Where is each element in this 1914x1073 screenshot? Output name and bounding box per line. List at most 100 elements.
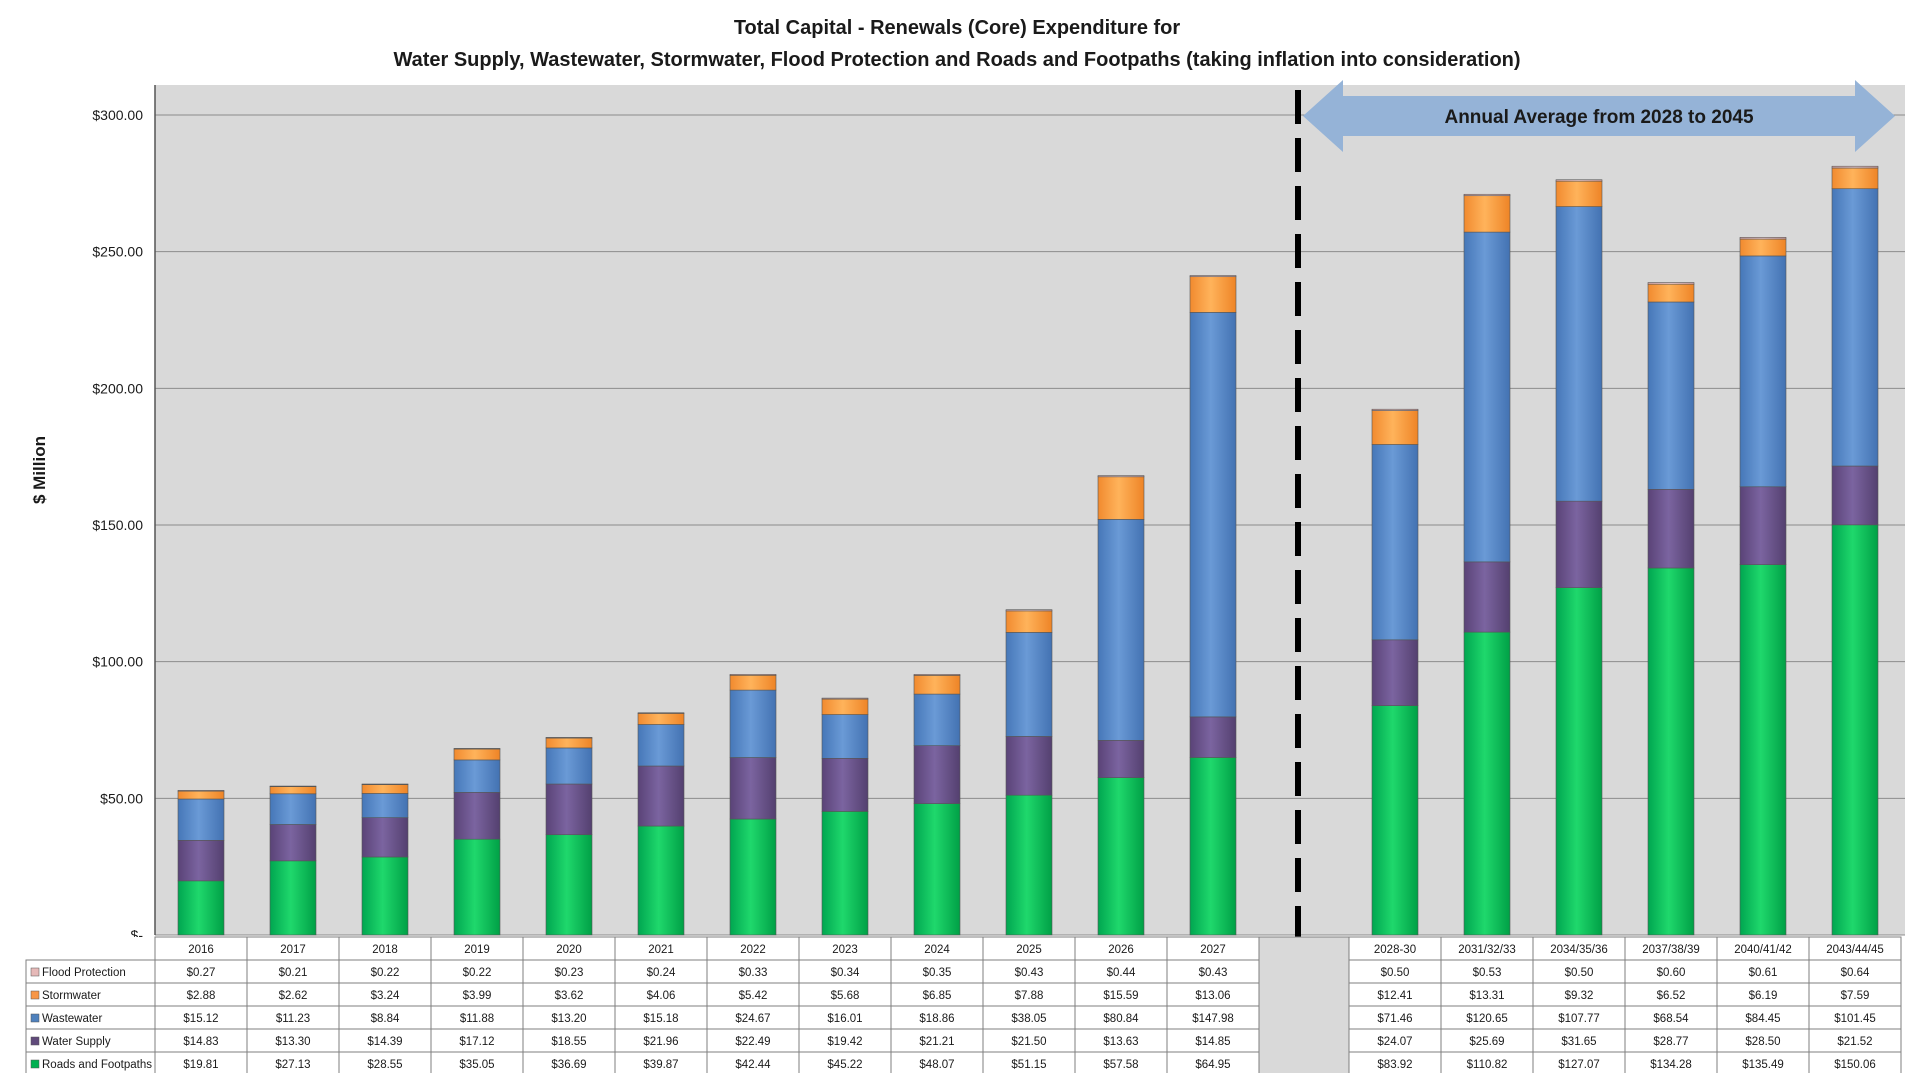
- bar-wastewater-2025: [1005, 632, 1053, 737]
- bar-roads-and-footpaths-2025: [1005, 794, 1053, 936]
- legend-swatch-stormwater: [30, 990, 40, 1000]
- legend-swatch-roads-and-footpaths: [30, 1059, 40, 1069]
- data-label-stormwater-2028-30: $12.41: [1377, 990, 1412, 1002]
- x-tick-label: 2043/44/45: [1826, 944, 1884, 956]
- bar-flood-protection-2024: [913, 674, 961, 676]
- bar-wastewater-2040-41-42: [1739, 255, 1787, 488]
- data-label-stormwater-2016: $2.88: [187, 990, 216, 1002]
- y-tick-label: $150.00: [92, 517, 143, 533]
- bar-wastewater-2026: [1097, 519, 1145, 741]
- data-label-water-supply-2025: $21.50: [1011, 1036, 1046, 1048]
- x-tick-label: 2021: [648, 944, 674, 956]
- legend-label-stormwater: Stormwater: [42, 990, 101, 1002]
- bar-flood-protection-2037-38-39: [1647, 282, 1695, 285]
- data-label-flood-protection-2024: $0.35: [923, 967, 952, 979]
- bar-water-supply-2016: [177, 840, 225, 882]
- data-label-wastewater-2026: $80.84: [1103, 1013, 1139, 1025]
- bar-flood-protection-2017: [269, 785, 317, 787]
- data-label-wastewater-2016: $15.12: [183, 1013, 218, 1025]
- bar-water-supply-2019: [453, 792, 501, 840]
- bar-flood-protection-2043-44-45: [1831, 165, 1879, 169]
- data-label-water-supply-2027: $14.85: [1195, 1036, 1230, 1048]
- data-label-roads-and-footpaths-2028-30: $83.92: [1377, 1059, 1412, 1071]
- bar-roads-and-footpaths-2021: [637, 825, 685, 936]
- bar-flood-protection-2020: [545, 737, 593, 739]
- table-cell: [1808, 1051, 1902, 1073]
- bar-stormwater-2018: [361, 784, 409, 794]
- x-tick-label: 2019: [464, 944, 490, 956]
- data-label-water-supply-2021: $21.96: [643, 1036, 678, 1048]
- data-label-flood-protection-2020: $0.23: [555, 967, 584, 979]
- bar-wastewater-2037-38-39: [1647, 301, 1695, 490]
- data-label-stormwater-2023: $5.68: [831, 990, 860, 1002]
- bar-wastewater-2023: [821, 714, 869, 759]
- bar-water-supply-2024: [913, 745, 961, 804]
- data-label-wastewater-2027: $147.98: [1192, 1013, 1234, 1025]
- bar-stormwater-2023: [821, 698, 869, 715]
- data-label-flood-protection-2025: $0.43: [1015, 967, 1044, 979]
- x-tick-label: 2031/32/33: [1458, 944, 1516, 956]
- bar-flood-protection-2016: [177, 790, 225, 792]
- bar-water-supply-2026: [1097, 740, 1145, 778]
- bar-stormwater-2037-38-39: [1647, 283, 1695, 303]
- bar-stormwater-2021: [637, 713, 685, 725]
- data-label-roads-and-footpaths-2021: $39.87: [643, 1059, 678, 1071]
- bar-stormwater-2028-30: [1371, 410, 1419, 445]
- data-label-stormwater-2034-35-36: $9.32: [1565, 990, 1594, 1002]
- bar-stormwater-2026: [1097, 476, 1145, 520]
- data-label-water-supply-2023: $19.42: [827, 1036, 862, 1048]
- data-label-water-supply-2018: $14.39: [367, 1036, 402, 1048]
- bar-stormwater-2034-35-36: [1555, 180, 1603, 207]
- bar-wastewater-2024: [913, 693, 961, 746]
- data-label-stormwater-2031-32-33: $13.31: [1469, 990, 1504, 1002]
- data-label-stormwater-2024: $6.85: [923, 990, 952, 1002]
- y-tick-label: $250.00: [92, 244, 143, 260]
- bar-roads-and-footpaths-2016: [177, 880, 225, 936]
- data-label-flood-protection-2028-30: $0.50: [1381, 967, 1410, 979]
- data-label-stormwater-2020: $3.62: [555, 990, 584, 1002]
- bar-water-supply-2025: [1005, 736, 1053, 796]
- bar-stormwater-2022: [729, 674, 777, 691]
- data-label-stormwater-2027: $13.06: [1195, 990, 1230, 1002]
- data-label-water-supply-2020: $18.55: [551, 1036, 586, 1048]
- bar-water-supply-2018: [361, 817, 409, 858]
- data-label-wastewater-2028-30: $71.46: [1377, 1013, 1412, 1025]
- x-tick-label: 2023: [832, 944, 858, 956]
- legend-label-water-supply: Water Supply: [42, 1036, 111, 1048]
- bar-wastewater-2018: [361, 793, 409, 818]
- data-label-wastewater-2022: $24.67: [735, 1013, 770, 1025]
- data-label-wastewater-2024: $18.86: [919, 1013, 954, 1025]
- y-tick-label: $200.00: [92, 380, 143, 396]
- bar-wastewater-2020: [545, 747, 593, 785]
- data-label-water-supply-2043-44-45: $21.52: [1837, 1036, 1872, 1048]
- bar-stormwater-2025: [1005, 610, 1053, 633]
- annotation-label: Annual Average from 2028 to 2045: [1444, 107, 1753, 128]
- data-label-water-supply-2031-32-33: $25.69: [1469, 1036, 1504, 1048]
- bar-stormwater-2024: [913, 675, 961, 695]
- bar-flood-protection-2040-41-42: [1739, 237, 1787, 240]
- bar-roads-and-footpaths-2034-35-36: [1555, 587, 1603, 936]
- bar-water-supply-2028-30: [1371, 639, 1419, 706]
- bar-roads-and-footpaths-2018: [361, 856, 409, 936]
- bar-water-supply-2043-44-45: [1831, 465, 1879, 526]
- data-label-flood-protection-2018: $0.22: [371, 967, 400, 979]
- data-label-stormwater-2025: $7.88: [1015, 990, 1044, 1002]
- data-label-wastewater-2023: $16.01: [827, 1013, 862, 1025]
- bar-roads-and-footpaths-2026: [1097, 777, 1145, 936]
- bar-stormwater-2031-32-33: [1463, 195, 1511, 233]
- legend-swatch-flood-protection: [30, 967, 40, 977]
- data-label-wastewater-2020: $13.20: [551, 1013, 586, 1025]
- bar-water-supply-2022: [729, 757, 777, 820]
- x-tick-label: 2025: [1016, 944, 1042, 956]
- bar-flood-protection-2025: [1005, 609, 1053, 612]
- data-label-flood-protection-2017: $0.21: [279, 967, 308, 979]
- bar-wastewater-2027: [1189, 312, 1237, 718]
- bar-wastewater-2031-32-33: [1463, 231, 1511, 563]
- data-label-water-supply-2022: $22.49: [735, 1036, 770, 1048]
- data-label-stormwater-2043-44-45: $7.59: [1841, 990, 1870, 1002]
- legend-swatch-wastewater: [30, 1013, 40, 1023]
- chart-title: Total Capital - Renewals (Core) Expendit…: [733, 17, 1181, 39]
- bar-flood-protection-2019: [453, 748, 501, 750]
- bar-wastewater-2019: [453, 759, 501, 793]
- data-label-roads-and-footpaths-2024: $48.07: [919, 1059, 954, 1071]
